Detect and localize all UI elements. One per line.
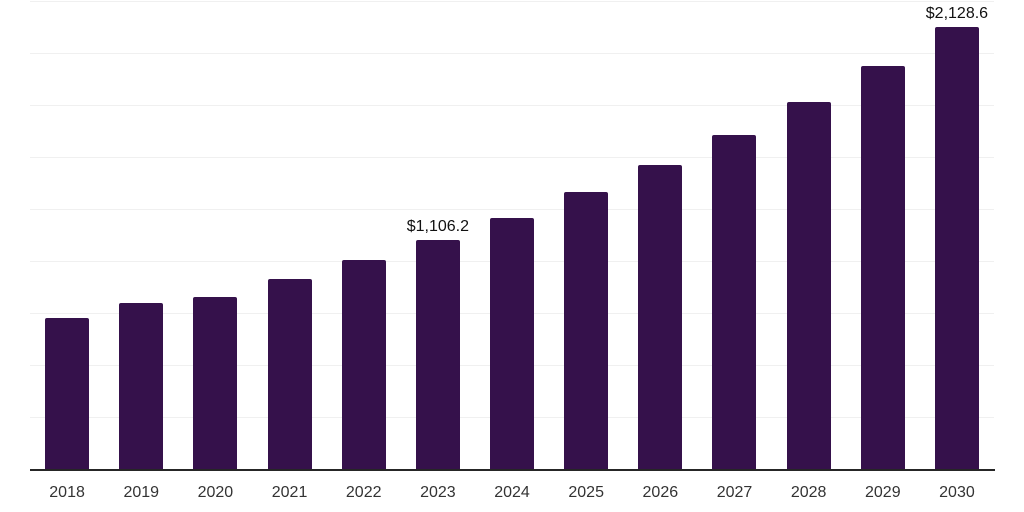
bar-2030 (934, 27, 979, 470)
bar-band-2022 (327, 2, 401, 470)
bar-band-2021 (252, 2, 326, 470)
bar-band-2020 (178, 2, 252, 470)
x-tick-label-2022: 2022 (345, 484, 382, 501)
x-tick-label-2028: 2028 (790, 484, 827, 501)
bar-band-2028 (772, 2, 846, 470)
gridline (30, 157, 994, 158)
x-tick-label-2021: 2021 (271, 484, 308, 501)
bars-container (30, 2, 994, 470)
x-tick-label-2027: 2027 (716, 484, 753, 501)
gridline (30, 1, 994, 2)
bar-band-2027 (697, 2, 771, 470)
gridline (30, 53, 994, 54)
bar-2021 (267, 278, 312, 470)
plot-area: $1,106.2 $2,128.6 (30, 1, 994, 470)
bar-band-2029 (846, 2, 920, 470)
bar-band-2025 (549, 2, 623, 470)
x-tick-label-2029: 2029 (865, 484, 901, 501)
bar-2020 (193, 296, 238, 470)
bar-2025 (564, 192, 609, 470)
data-label-2030: $2,128.6 (925, 5, 989, 23)
bar-2022 (341, 260, 386, 470)
gridline (30, 105, 994, 106)
x-axis-line (30, 469, 995, 471)
x-tick-label-2026: 2026 (642, 484, 679, 501)
bar-band-2019 (104, 2, 178, 470)
data-label-2023: $1,106.2 (406, 217, 469, 235)
bar-2023 (415, 239, 460, 470)
bar-band-2030 (920, 2, 994, 470)
bar-band-2026 (623, 2, 697, 470)
bar-2027 (712, 135, 757, 470)
bar-band-2024 (475, 2, 549, 470)
x-axis-labels: 2018 2019 2020 2021 2022 2023 2024 2025 2026 2027… (30, 477, 994, 503)
bar-2028 (786, 102, 831, 470)
x-tick-label-2023: 2023 (420, 484, 456, 501)
x-tick-label-2020: 2020 (197, 484, 234, 501)
bar-band-2018 (30, 2, 104, 470)
bar-2019 (119, 302, 164, 470)
bar-2024 (490, 217, 535, 470)
x-tick-label-2018: 2018 (49, 484, 85, 501)
x-tick-label-2030: 2030 (939, 484, 975, 501)
x-tick-label-2019: 2019 (123, 484, 160, 501)
gridline (30, 209, 994, 210)
x-tick-label-2025: 2025 (568, 484, 604, 501)
bar-2029 (860, 65, 905, 470)
x-tick-label-2024: 2024 (494, 484, 530, 501)
bar-band-2023 (401, 2, 475, 470)
bar-2026 (638, 165, 683, 470)
bar-2018 (45, 318, 90, 470)
